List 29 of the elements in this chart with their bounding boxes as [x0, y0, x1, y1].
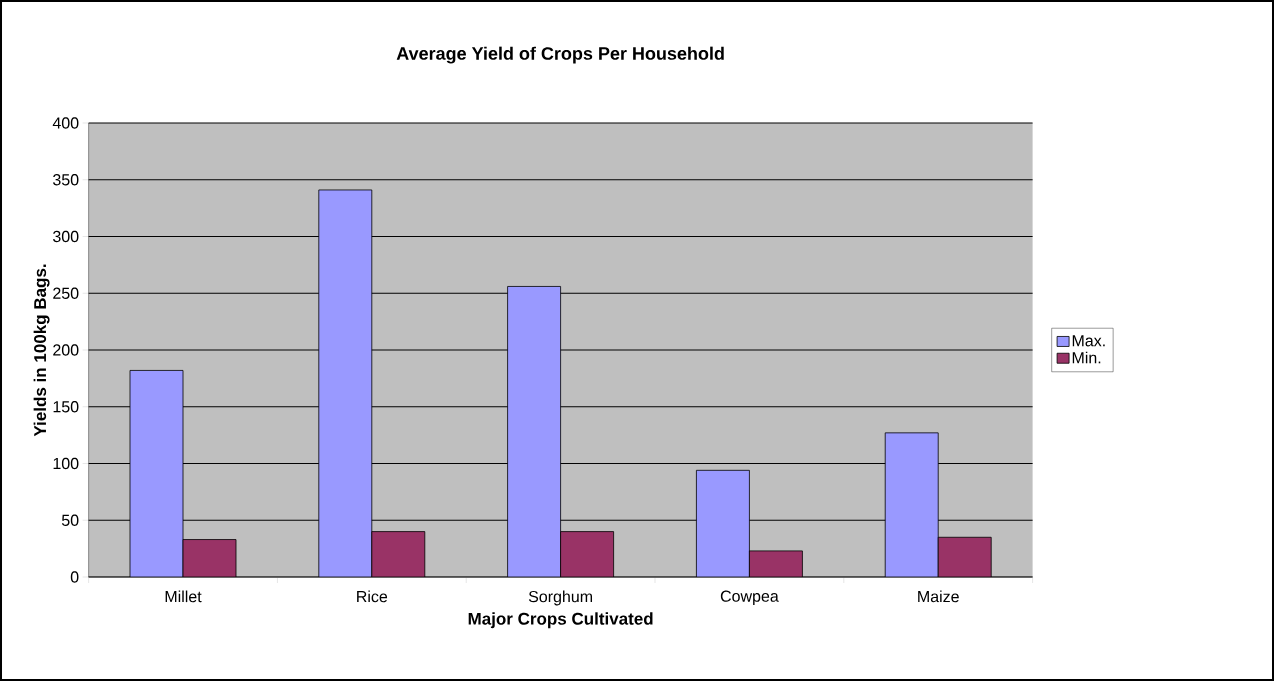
y-tick-label: 50: [61, 514, 79, 526]
y-axis-title: Yields in 100kg Bags.: [33, 264, 50, 437]
y-tick-label: 250: [53, 287, 79, 299]
bar: [371, 531, 426, 577]
y-tick-label: 400: [52, 117, 79, 129]
bar: [749, 550, 803, 577]
bar: [507, 286, 562, 577]
y-tick-label: 100: [53, 457, 79, 470]
bar: [937, 536, 992, 577]
x-tick-label: Maize: [918, 590, 959, 603]
y-tick-label: 350: [53, 174, 79, 186]
bar: [182, 539, 237, 577]
legend-label: Min.: [1072, 351, 1101, 364]
x-axis-title: Major Crops Cultivated: [468, 612, 653, 629]
bar: [696, 469, 750, 577]
y-tick-label: 150: [53, 401, 79, 413]
x-tick-label: Millet: [165, 590, 202, 603]
bar: [129, 370, 184, 577]
bar: [560, 531, 615, 577]
y-tick-label: 200: [53, 344, 79, 356]
x-tick-label: Sorghum: [528, 590, 593, 606]
legend-label: Max.: [1072, 335, 1105, 347]
bar: [318, 189, 373, 577]
x-tick-label: Rice: [357, 590, 388, 603]
bar: [884, 432, 939, 577]
x-tick-label: Cowpea: [720, 590, 779, 606]
y-tick-label: 300: [53, 230, 79, 243]
y-tick-label: 0: [70, 571, 79, 583]
chart-title: Average Yield of Crops Per Household: [396, 46, 724, 64]
